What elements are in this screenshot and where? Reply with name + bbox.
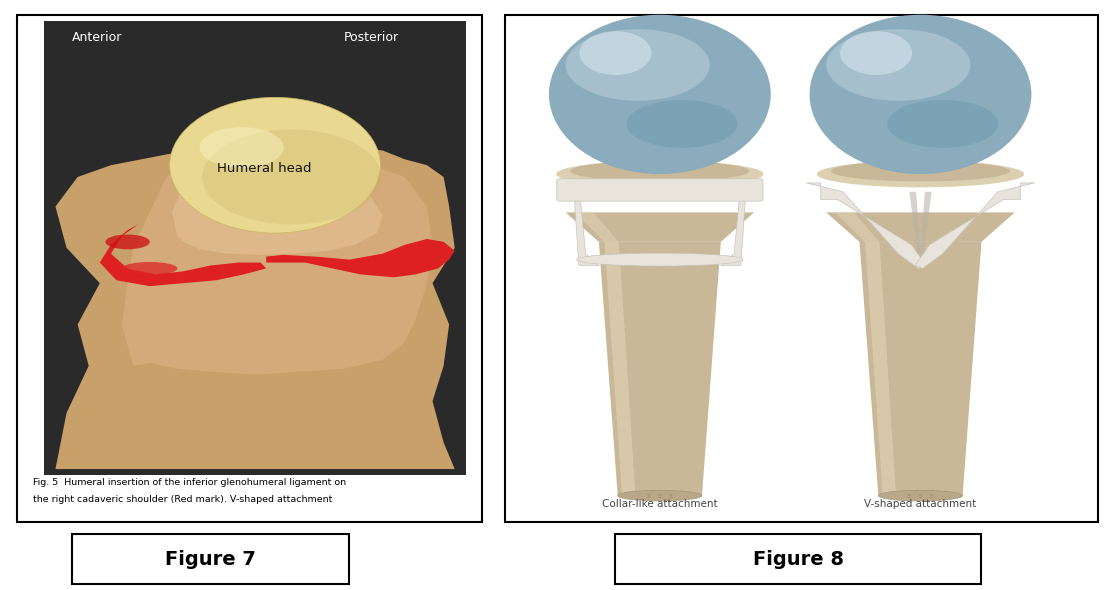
Polygon shape bbox=[859, 242, 981, 496]
Polygon shape bbox=[865, 242, 896, 496]
Text: the right cadaveric shoulder (Red mark). V-shaped attachment: the right cadaveric shoulder (Red mark).… bbox=[33, 495, 333, 504]
Ellipse shape bbox=[918, 494, 922, 496]
Ellipse shape bbox=[669, 494, 672, 496]
Ellipse shape bbox=[549, 15, 771, 174]
Polygon shape bbox=[566, 212, 754, 242]
Ellipse shape bbox=[200, 127, 284, 168]
Text: Figure 8: Figure 8 bbox=[753, 549, 844, 569]
Ellipse shape bbox=[878, 490, 963, 501]
Ellipse shape bbox=[659, 497, 661, 498]
Text: Fig. 5  Humeral insertion of the inferior glenohumeral ligament on: Fig. 5 Humeral insertion of the inferior… bbox=[33, 478, 346, 487]
Polygon shape bbox=[909, 192, 932, 254]
Polygon shape bbox=[560, 183, 599, 266]
Ellipse shape bbox=[170, 97, 380, 233]
FancyBboxPatch shape bbox=[72, 534, 349, 584]
Polygon shape bbox=[826, 212, 1015, 242]
Ellipse shape bbox=[810, 15, 1031, 174]
Polygon shape bbox=[574, 212, 619, 242]
Text: Figure 7: Figure 7 bbox=[165, 549, 256, 569]
Ellipse shape bbox=[816, 160, 1024, 187]
Ellipse shape bbox=[570, 160, 750, 182]
FancyBboxPatch shape bbox=[615, 534, 981, 584]
Ellipse shape bbox=[647, 497, 650, 498]
Ellipse shape bbox=[105, 235, 150, 250]
Ellipse shape bbox=[618, 490, 702, 501]
Polygon shape bbox=[721, 183, 760, 266]
Ellipse shape bbox=[907, 494, 912, 496]
Ellipse shape bbox=[627, 100, 737, 148]
FancyBboxPatch shape bbox=[44, 21, 466, 475]
Ellipse shape bbox=[647, 494, 650, 496]
Text: Posterior: Posterior bbox=[344, 31, 399, 44]
Polygon shape bbox=[55, 148, 455, 469]
Ellipse shape bbox=[202, 130, 381, 225]
Polygon shape bbox=[604, 242, 635, 496]
Ellipse shape bbox=[556, 160, 763, 187]
Polygon shape bbox=[835, 212, 879, 242]
Polygon shape bbox=[266, 239, 455, 277]
Ellipse shape bbox=[659, 494, 661, 496]
Ellipse shape bbox=[840, 31, 912, 75]
Ellipse shape bbox=[669, 497, 672, 498]
Ellipse shape bbox=[566, 29, 710, 101]
Ellipse shape bbox=[577, 253, 743, 266]
Polygon shape bbox=[122, 153, 433, 375]
FancyBboxPatch shape bbox=[505, 15, 1098, 522]
Text: Collar-like attachment: Collar-like attachment bbox=[602, 500, 718, 509]
Polygon shape bbox=[806, 183, 926, 268]
Ellipse shape bbox=[907, 497, 912, 498]
FancyBboxPatch shape bbox=[557, 179, 763, 201]
Text: Anterior: Anterior bbox=[72, 31, 122, 44]
Ellipse shape bbox=[918, 497, 922, 498]
Polygon shape bbox=[100, 224, 266, 286]
Text: Humeral head: Humeral head bbox=[216, 162, 312, 175]
Ellipse shape bbox=[929, 494, 933, 496]
Polygon shape bbox=[915, 183, 1035, 268]
FancyBboxPatch shape bbox=[17, 15, 482, 522]
Ellipse shape bbox=[831, 160, 1010, 182]
Polygon shape bbox=[172, 156, 383, 255]
Text: V-shaped attachment: V-shaped attachment bbox=[864, 500, 977, 509]
Ellipse shape bbox=[929, 497, 933, 498]
Ellipse shape bbox=[122, 262, 177, 275]
Ellipse shape bbox=[826, 29, 970, 101]
Ellipse shape bbox=[579, 31, 651, 75]
Ellipse shape bbox=[887, 100, 998, 148]
Polygon shape bbox=[599, 242, 721, 496]
